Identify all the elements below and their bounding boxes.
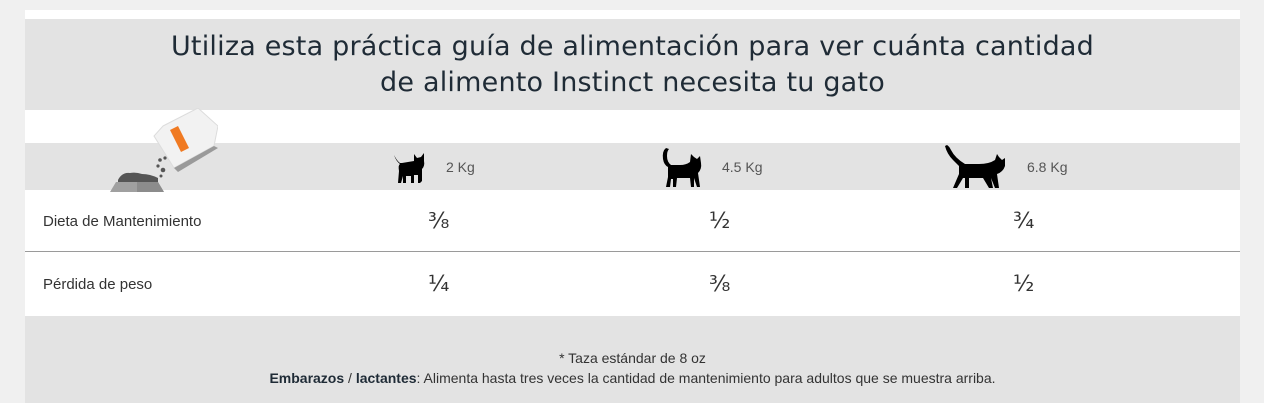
lactation-label: lactantes <box>355 370 417 386</box>
feeding-guide-card: Utiliza esta práctica guía de alimentaci… <box>25 10 1240 403</box>
title-line-1: Utiliza esta práctica guía de alimentaci… <box>170 30 1095 62</box>
header-col-4-5kg: 4.5 Kg <box>660 143 762 190</box>
cat-silhouette-icon <box>662 147 702 187</box>
food-bag-pouring-into-bowl-icon <box>110 108 218 192</box>
table-row-weight-loss: Pérdida de peso ¼ ³⁄₈ ½ <box>25 254 1240 314</box>
row-label: Dieta de Mantenimiento <box>43 212 202 230</box>
pregnancy-note: Embarazos / lactantes: Alimenta hasta tr… <box>25 370 1240 386</box>
page-title: Utiliza esta práctica guía de alimentaci… <box>171 29 1094 101</box>
cell-6-8kg: ¾ <box>1013 208 1035 234</box>
weight-label: 2 Kg <box>446 158 475 175</box>
title-band: Utiliza esta práctica guía de alimentaci… <box>25 19 1240 110</box>
cell-4-5kg: ½ <box>709 208 731 234</box>
table-row-maintenance: Dieta de Mantenimiento ³⁄₈ ½ ¾ <box>25 191 1240 251</box>
row-label: Pérdida de peso <box>43 275 153 293</box>
header-col-2kg: 2 Kg <box>392 143 475 190</box>
separator: / <box>344 370 356 386</box>
kitten-silhouette-icon <box>394 152 425 183</box>
large-cat-silhouette-icon <box>945 144 1005 188</box>
cell-4-5kg: ³⁄₈ <box>709 271 731 297</box>
title-line-2: de alimento Instinct necesita tu gato <box>380 66 885 98</box>
pregnancy-note-text: : Alimenta hasta tres veces la cantidad … <box>416 370 996 386</box>
cell-6-8kg: ½ <box>1013 271 1035 297</box>
cell-2kg: ¼ <box>428 271 450 297</box>
weight-label: 4.5 Kg <box>722 158 763 175</box>
cup-size-note: * Taza estándar de 8 oz <box>559 350 706 366</box>
pregnancy-label: Embarazos <box>269 370 345 386</box>
header-col-6-8kg: 6.8 Kg <box>943 143 1067 190</box>
table-header-row: 2 Kg 4.5 Kg 6.8 Kg <box>25 143 1240 190</box>
weight-label: 6.8 Kg <box>1027 158 1068 175</box>
footer-notes: * Taza estándar de 8 oz Embarazos / lact… <box>25 316 1240 403</box>
row-divider <box>25 251 1240 252</box>
cell-2kg: ³⁄₈ <box>428 208 450 234</box>
